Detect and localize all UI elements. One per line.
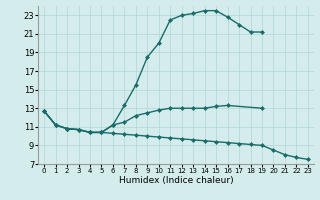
X-axis label: Humidex (Indice chaleur): Humidex (Indice chaleur): [119, 176, 233, 185]
